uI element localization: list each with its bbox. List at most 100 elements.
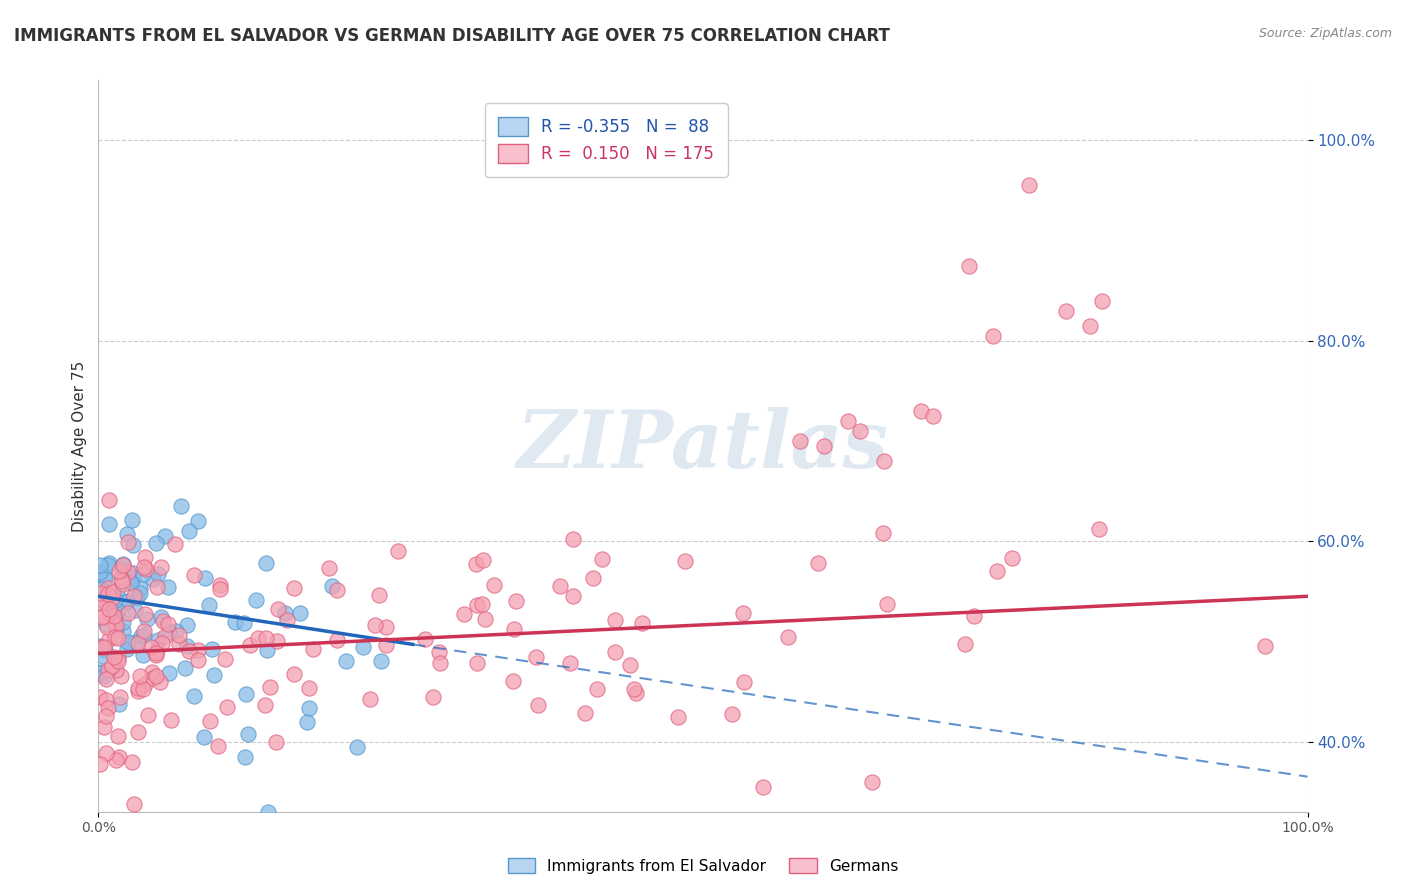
Point: [254, 631, 277, 645]
Point: [957, 259, 980, 273]
Point: [963, 608, 986, 623]
Point: [953, 637, 976, 651]
Point: [873, 454, 896, 468]
Point: [370, 654, 392, 668]
Point: [1088, 523, 1111, 537]
Point: [96, 617, 118, 632]
Point: [108, 690, 131, 705]
Point: [103, 650, 125, 665]
Point: [134, 676, 156, 690]
Point: [117, 534, 139, 549]
Point: [413, 632, 436, 646]
Point: [921, 409, 943, 423]
Point: [177, 643, 200, 657]
Point: [90, 582, 112, 596]
Point: [368, 588, 391, 602]
Point: [352, 640, 374, 654]
Point: [148, 633, 170, 648]
Point: [624, 686, 647, 700]
Point: [89, 565, 111, 579]
Point: [145, 580, 167, 594]
Point: [121, 566, 143, 580]
Point: [111, 557, 134, 571]
Point: [131, 681, 153, 696]
Point: [198, 598, 221, 612]
Point: [502, 674, 524, 689]
Point: [174, 661, 197, 675]
Point: [101, 584, 124, 599]
Point: [114, 595, 136, 609]
Point: [364, 617, 387, 632]
Point: [93, 569, 115, 583]
Point: [623, 681, 645, 696]
Point: [134, 607, 156, 621]
Point: [97, 558, 120, 573]
Point: [117, 565, 139, 579]
Point: [93, 593, 115, 607]
Point: [156, 616, 179, 631]
Point: [986, 564, 1008, 578]
Point: [122, 538, 145, 552]
Point: [93, 593, 115, 607]
Point: [813, 439, 835, 453]
Point: [524, 650, 547, 665]
Point: [193, 730, 215, 744]
Point: [288, 606, 311, 620]
Point: [150, 560, 173, 574]
Point: [89, 558, 111, 573]
Point: [603, 645, 626, 659]
Point: [107, 631, 129, 645]
Point: [298, 681, 321, 695]
Point: [224, 615, 246, 629]
Point: [194, 571, 217, 585]
Point: [149, 610, 172, 624]
Point: [96, 709, 118, 723]
Point: [131, 648, 153, 662]
Point: [104, 607, 127, 621]
Point: [129, 629, 152, 643]
Point: [94, 672, 117, 686]
Point: [90, 640, 112, 654]
Point: [90, 665, 112, 680]
Point: [136, 707, 159, 722]
Point: [89, 690, 111, 705]
Point: [359, 691, 381, 706]
Point: [142, 672, 165, 686]
Point: [256, 643, 278, 657]
Point: [187, 643, 209, 657]
Point: [108, 564, 131, 578]
Point: [374, 638, 396, 652]
Point: [107, 654, 129, 668]
Point: [127, 724, 149, 739]
Point: [98, 602, 121, 616]
Point: [375, 620, 398, 634]
Point: [207, 739, 229, 753]
Point: [141, 665, 163, 679]
Point: [134, 560, 156, 574]
Point: [142, 572, 165, 586]
Point: [619, 657, 641, 672]
Point: [96, 620, 118, 634]
Point: [548, 579, 571, 593]
Point: [107, 729, 129, 743]
Point: [163, 537, 186, 551]
Point: [89, 665, 111, 680]
Point: [465, 657, 488, 671]
Point: [89, 585, 111, 599]
Point: [107, 604, 129, 618]
Point: [276, 613, 298, 627]
Point: [96, 701, 118, 715]
Point: [153, 529, 176, 543]
Point: [484, 578, 506, 592]
Point: [474, 612, 496, 626]
Legend: R = -0.355   N =  88, R =  0.150   N = 175: R = -0.355 N = 88, R = 0.150 N = 175: [485, 103, 728, 177]
Point: [169, 499, 191, 513]
Point: [110, 571, 132, 585]
Point: [127, 681, 149, 695]
Point: [321, 579, 343, 593]
Point: [233, 749, 256, 764]
Point: [297, 714, 319, 729]
Point: [283, 581, 305, 595]
Point: [560, 656, 582, 670]
Point: [104, 630, 127, 644]
